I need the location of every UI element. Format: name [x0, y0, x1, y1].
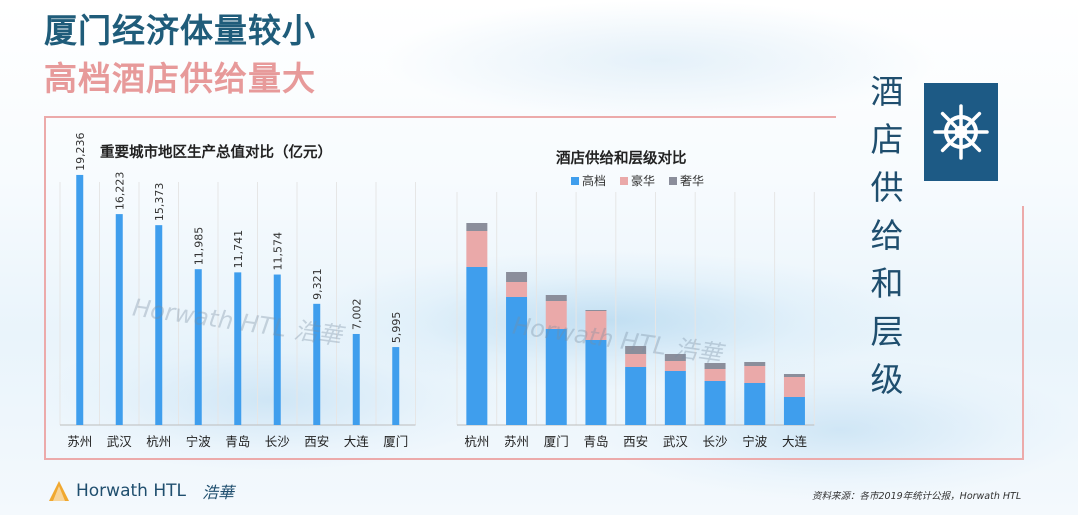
legend-item-luxury: 豪华 — [620, 172, 655, 189]
chart2-bar-high — [744, 383, 766, 425]
chart1-category-label: 青岛 — [225, 434, 250, 449]
chart2-bar-deluxe — [466, 223, 488, 231]
chart2-bar-high — [466, 267, 488, 425]
chart2-bar-luxury — [545, 301, 567, 329]
chart1-value-label: 19,236 — [74, 132, 87, 171]
chart2-bar-deluxe — [704, 363, 726, 369]
footer-logo-en: Horwath HTL — [76, 481, 186, 501]
chart2-bar-luxury — [466, 231, 488, 267]
footer-logo: Horwath HTL 浩華 — [48, 479, 234, 503]
chart1-value-label: 11,741 — [232, 230, 245, 269]
chart1-title: 重要城市地区生产总值对比（亿元） — [100, 145, 332, 161]
ship-wheel-icon — [933, 104, 989, 160]
legend-swatch-high — [571, 176, 579, 185]
chart2-bar-high — [506, 297, 528, 425]
chart1-bar — [352, 333, 360, 425]
side-title-char: 供 — [870, 168, 904, 207]
chart1-bar — [194, 269, 202, 425]
chart2-title: 酒店供给和层级对比 — [556, 151, 687, 167]
chart1-value-label: 16,223 — [113, 172, 126, 211]
page-title-line2: 高档酒店供给量大 — [44, 59, 316, 98]
chart2-bar-deluxe — [625, 346, 647, 354]
chart2-bar-luxury — [704, 369, 726, 381]
legend-item-deluxe: 奢华 — [669, 172, 704, 189]
chart1-category-label: 杭州 — [146, 434, 171, 449]
chart2-bar-deluxe — [585, 310, 607, 311]
chart1-value-label: 9,321 — [311, 268, 324, 300]
chart1-bar — [234, 272, 242, 425]
chart2-bar-deluxe — [545, 295, 567, 301]
chart1-value-label: 11,574 — [271, 232, 284, 271]
legend-item-high: 高档 — [571, 172, 606, 189]
chart2-bar-luxury — [783, 377, 805, 397]
watermark-text-cn: 浩華 — [292, 316, 344, 351]
chart1-bar — [76, 174, 84, 425]
chart2-bar-high — [625, 367, 647, 425]
chart2-bar-high — [585, 340, 607, 425]
chart2-bar-luxury — [506, 282, 528, 297]
chart1-category-label: 西安 — [304, 434, 329, 449]
chart1-category-label: 长沙 — [265, 434, 291, 449]
chart1-category-label: 武汉 — [107, 434, 133, 449]
chart1-bar — [155, 225, 163, 425]
frame-border-left — [44, 116, 46, 460]
chart1-value-label: 7,002 — [350, 298, 363, 330]
side-title-char: 层 — [870, 312, 904, 351]
chart2-bar-luxury — [664, 361, 686, 371]
chart2-category-label: 西安 — [623, 434, 648, 449]
legend-label-luxury: 豪华 — [631, 174, 656, 188]
chart1-category-label: 宁波 — [186, 434, 212, 449]
chart1-bar — [392, 347, 400, 425]
chart2-category-label: 青岛 — [583, 434, 608, 449]
chart2-category-label: 大连 — [782, 434, 808, 449]
chart2-bar-deluxe — [744, 362, 766, 366]
side-title-char: 和 — [870, 264, 904, 303]
page-title-line1: 厦门经济体量较小 — [44, 11, 316, 50]
chart1-value-label: 15,373 — [153, 183, 166, 222]
chart2-bar-deluxe — [506, 272, 528, 282]
chart2-bar-high — [664, 371, 686, 425]
frame-border-top — [44, 116, 836, 118]
chart1-bar — [313, 303, 321, 425]
chart2-bar-high — [545, 329, 567, 425]
chart2-bar-luxury — [625, 354, 647, 367]
chart2-category-label: 厦门 — [544, 434, 569, 449]
legend-swatch-luxury — [620, 176, 629, 185]
chart1-value-label: 5,995 — [390, 312, 403, 344]
legend-swatch-deluxe — [669, 176, 678, 185]
chart2-bar-high — [704, 381, 726, 425]
chart2-bar-deluxe — [664, 354, 686, 361]
chart1-category-label: 苏州 — [67, 434, 92, 449]
chart1-category-label: 厦门 — [383, 434, 408, 449]
frame-border-right — [1022, 206, 1024, 460]
chart2-bar-luxury — [585, 311, 607, 340]
horwath-triangle-icon — [49, 481, 69, 501]
chart1-value-label: 11,985 — [192, 227, 205, 266]
side-title-char: 酒 — [870, 72, 904, 111]
helm-badge — [924, 83, 998, 181]
chart2-category-label: 武汉 — [663, 434, 689, 449]
legend-label-high: 高档 — [582, 174, 607, 188]
side-title-char: 级 — [870, 360, 904, 399]
frame-border-bottom — [44, 458, 1024, 460]
footer-logo-cn: 浩華 — [201, 483, 234, 502]
chart2-category-label: 长沙 — [703, 434, 729, 449]
chart2-category-label: 苏州 — [504, 434, 529, 449]
chart2-legend: 高档 豪华 奢华 — [571, 172, 704, 189]
side-vertical-title: 酒 店 供 给 和 层 级 — [862, 68, 912, 404]
legend-label-deluxe: 奢华 — [680, 174, 705, 188]
chart1-bar — [115, 214, 123, 425]
chart1-category-label: 大连 — [344, 434, 370, 449]
chart2-category-label: 宁波 — [742, 434, 768, 449]
source-note: 资料来源：各市2019年统计公报，Horwath HTL — [812, 491, 1022, 502]
chart2-bar-high — [783, 397, 805, 425]
chart2-category-label: 杭州 — [464, 434, 489, 449]
side-title-char: 店 — [870, 120, 904, 159]
side-title-char: 给 — [870, 216, 904, 255]
watermark-text-cn: 浩華 — [672, 334, 724, 369]
chart2-bar-deluxe — [783, 374, 805, 377]
chart1-bar — [273, 274, 281, 425]
chart2-bar-luxury — [744, 366, 766, 383]
